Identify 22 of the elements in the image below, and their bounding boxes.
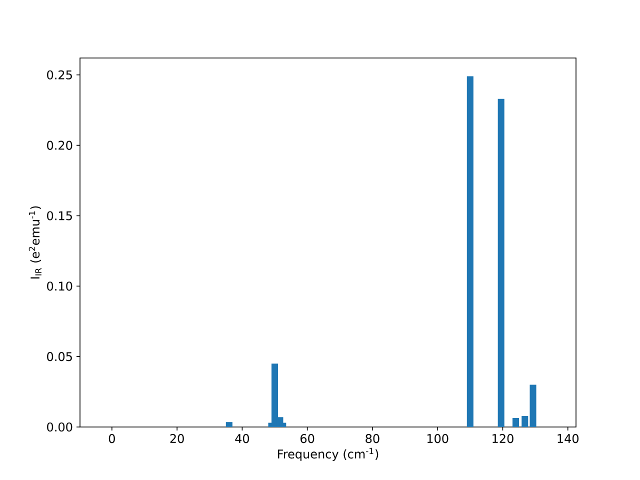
bar	[530, 384, 536, 427]
bar	[226, 422, 232, 427]
x-tick-label: 20	[170, 434, 184, 444]
x-tick-label: 80	[366, 434, 380, 444]
x-tick-label: 100	[427, 434, 448, 444]
x-tick-label: 140	[558, 434, 579, 444]
bar	[522, 416, 528, 427]
y-tick-label: 0.00	[47, 422, 72, 432]
y-tick-label: 0.25	[47, 70, 72, 80]
x-tick-label: 0	[108, 434, 115, 444]
x-tick-label: 40	[235, 434, 250, 444]
bar	[466, 76, 474, 427]
y-tick-label: 0.20	[47, 140, 72, 150]
x-tick-label: 120	[492, 434, 514, 444]
x-axis-title: Frequency (cm$^{-1}$)	[278, 448, 378, 461]
bar	[498, 98, 504, 427]
y-axis-title: I$_{IR}$ (e$^{2}$emu$^{-1}$)	[28, 206, 42, 278]
y-tick-label: 0.05	[47, 352, 72, 362]
bar	[512, 418, 520, 427]
y-tick-label: 0.10	[47, 282, 72, 291]
y-tick-label: 0.15	[47, 211, 72, 220]
x-tick-label: 60	[300, 434, 314, 444]
